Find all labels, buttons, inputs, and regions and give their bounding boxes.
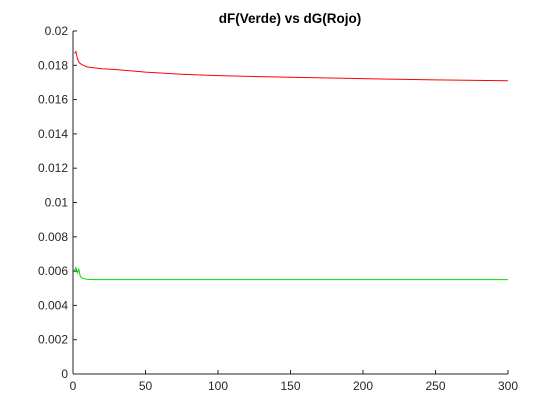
series-line-1	[74, 50, 509, 82]
x-tick-label: 250	[425, 379, 445, 393]
y-tick-label: 0.014	[38, 127, 68, 141]
x-tick-label: 100	[208, 379, 228, 393]
y-tick-label: 0.008	[38, 230, 68, 244]
x-tick-label: 0	[70, 379, 77, 393]
x-tick-label: 50	[139, 379, 153, 393]
plot-area	[73, 31, 508, 374]
y-tick-label: 0.016	[38, 93, 68, 107]
axes-layer: 0 50 100 150 200 250 300 0 0.002 0.004 0.006 0.008 0…	[38, 24, 518, 393]
series-line-2	[73, 266, 508, 281]
y-tick-label: 0.02	[45, 24, 69, 38]
y-tick-label: 0.018	[38, 58, 68, 72]
chart-title: dF(Verde) vs dG(Rojo)	[219, 11, 362, 26]
y-tick-label: 0.012	[38, 161, 68, 175]
y-tick-label: 0.002	[38, 333, 68, 347]
y-tick-label: 0	[61, 367, 68, 381]
x-tick-label: 300	[498, 379, 518, 393]
x-tick-label: 150	[280, 379, 300, 393]
y-tick-label: 0.01	[45, 196, 69, 210]
y-tick-label: 0.004	[38, 298, 68, 312]
y-tick-label: 0.006	[38, 264, 68, 278]
x-tick-label: 200	[353, 379, 373, 393]
